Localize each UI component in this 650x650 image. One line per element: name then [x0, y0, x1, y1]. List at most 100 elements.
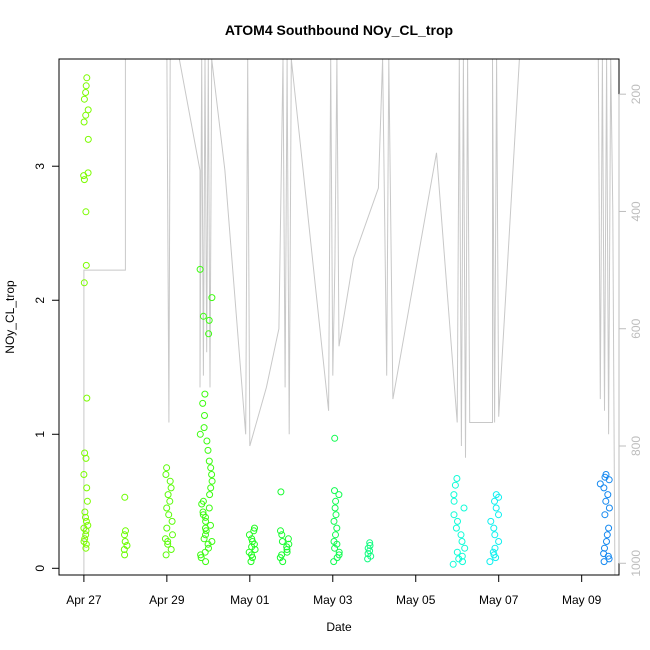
data-point: [123, 542, 131, 549]
data-point: [491, 497, 498, 505]
data-point: [332, 531, 339, 539]
data-point: [202, 527, 210, 535]
data-point: [248, 535, 256, 543]
data-point: [122, 527, 129, 535]
data-point: [80, 538, 88, 545]
data-point: [208, 477, 216, 485]
x-tick-label: Apr 27: [66, 593, 102, 607]
data-point: [162, 551, 170, 559]
right-tick-label: 800: [629, 436, 643, 456]
y-axis-left: 0 1 2 3: [33, 163, 60, 572]
data-point: [331, 434, 339, 442]
data-point: [205, 544, 212, 552]
x-tick-label: May 01: [230, 593, 270, 607]
data-point: [277, 488, 285, 496]
data-point: [205, 316, 213, 324]
data-point: [366, 542, 374, 549]
data-point: [604, 491, 612, 499]
data-point: [605, 504, 613, 512]
data-point: [245, 531, 253, 539]
data-point: [162, 471, 170, 478]
data-point: [333, 524, 341, 532]
data-point: [486, 558, 494, 566]
data-point: [205, 504, 213, 512]
data-point: [332, 511, 340, 519]
data-point: [196, 265, 204, 273]
y-tick-label: 0: [33, 565, 47, 572]
right-tick-label: 1000: [629, 550, 643, 577]
data-point: [283, 548, 291, 556]
data-point: [452, 524, 460, 532]
data-point: [458, 552, 466, 560]
data-point: [285, 540, 293, 548]
data-point: [449, 560, 457, 568]
data-point: [331, 504, 339, 512]
data-point: [450, 511, 458, 519]
data-point: [81, 508, 89, 516]
data-point: [489, 548, 497, 556]
altitude-trace: [83, 58, 616, 576]
data-point: [251, 524, 258, 532]
data-point: [82, 513, 89, 521]
data-point: [332, 497, 340, 505]
x-tick-label: May 09: [562, 593, 602, 607]
data-point: [490, 551, 498, 559]
data-point: [84, 135, 92, 143]
data-point: [454, 517, 461, 525]
data-point: [208, 538, 216, 545]
data-point: [84, 521, 92, 529]
data-point: [491, 544, 499, 552]
data-point: [205, 330, 213, 338]
data-point: [277, 527, 284, 535]
right-tick-label: 600: [629, 318, 643, 338]
data-point: [278, 551, 286, 559]
data-point: [82, 89, 90, 96]
x-tick-label: May 07: [479, 593, 519, 607]
data-point: [203, 437, 211, 445]
data-point: [163, 504, 171, 512]
data-point: [121, 493, 129, 501]
data-point: [487, 517, 495, 525]
data-point: [335, 551, 343, 559]
data-point: [201, 412, 208, 419]
y-axis-label: NOy_CL_trop: [3, 280, 17, 354]
data-point: [450, 497, 458, 505]
x-axis-label: Date: [326, 620, 352, 634]
data-point: [453, 475, 461, 482]
data-point: [461, 544, 469, 552]
data-point: [166, 477, 174, 485]
data-point: [80, 471, 88, 478]
right-tick-label: 400: [629, 201, 643, 221]
data-point: [80, 176, 88, 184]
data-point: [82, 208, 90, 216]
data-point: [601, 544, 608, 552]
data-point: [278, 531, 286, 539]
data-point: [199, 511, 207, 519]
data-point: [83, 484, 91, 492]
data-point: [491, 531, 499, 539]
data-point: [200, 424, 208, 432]
data-point: [366, 539, 374, 547]
data-point: [82, 544, 90, 552]
data-point: [163, 524, 171, 532]
data-point: [82, 261, 90, 269]
data-point: [601, 511, 609, 519]
y-tick-label: 3: [33, 163, 47, 170]
data-point: [204, 446, 212, 454]
data-point: [202, 558, 210, 566]
data-point: [208, 294, 216, 302]
data-point: [81, 535, 89, 543]
data-point: [596, 480, 604, 488]
data-point: [167, 484, 175, 492]
right-tick-label: 200: [629, 84, 643, 104]
y-tick-label: 2: [33, 297, 47, 304]
data-point: [331, 544, 339, 552]
data-point: [82, 82, 90, 90]
x-tick-label: May 05: [396, 593, 436, 607]
data-point: [199, 312, 207, 320]
data-point: [197, 554, 205, 562]
data-point: [199, 497, 207, 505]
data-point: [602, 497, 610, 505]
data-point: [80, 172, 88, 180]
y-tick-label: 1: [33, 431, 47, 438]
